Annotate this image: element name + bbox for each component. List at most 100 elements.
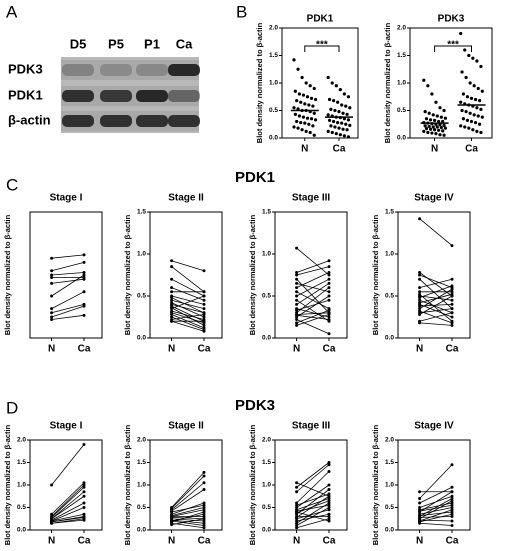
data-point [430, 92, 434, 96]
pair-line [171, 489, 205, 512]
data-point [295, 318, 299, 322]
data-point [82, 260, 86, 264]
data-point [82, 518, 86, 522]
data-point [202, 290, 206, 294]
data-point [418, 286, 422, 290]
data-point [442, 108, 446, 113]
data-point [418, 510, 422, 514]
data-point [327, 294, 331, 298]
pair-line [296, 287, 330, 314]
data-point [460, 70, 464, 74]
pair-line [171, 302, 205, 318]
x-tick-label: Ca [198, 536, 211, 546]
data-point [418, 290, 422, 294]
data-point [50, 276, 54, 280]
data-point [327, 298, 331, 302]
data-point [327, 259, 331, 263]
pair-line [419, 509, 453, 522]
data-point [202, 510, 206, 514]
data-point [342, 92, 346, 96]
data-point [82, 273, 86, 277]
data-point [327, 492, 331, 496]
pair-line [419, 516, 453, 518]
data-point [342, 117, 346, 121]
data-point [465, 118, 470, 122]
data-point [295, 481, 299, 485]
y-tick-label: 1.5 [385, 459, 394, 466]
pair-line [419, 522, 453, 526]
pair-line [296, 266, 330, 276]
y-tick-label: 1.5 [269, 52, 278, 59]
x-tick-label: N [48, 536, 55, 546]
data-point [464, 110, 468, 114]
x-tick-label: N [416, 344, 423, 355]
data-point [327, 273, 331, 277]
data-point [450, 490, 454, 494]
pair-line [296, 471, 330, 504]
pair-line [51, 484, 85, 517]
y-tick-label: 0.5 [262, 504, 271, 511]
data-point [430, 131, 434, 135]
data-point [428, 127, 433, 131]
panel-label: C [6, 175, 18, 194]
pair-line [171, 314, 205, 320]
data-point [202, 319, 206, 323]
data-point [50, 483, 54, 487]
y-tick-label: 1.0 [269, 80, 278, 87]
data-point [450, 315, 454, 319]
data-point [471, 56, 475, 60]
data-point [345, 112, 349, 116]
data-point [82, 443, 86, 446]
data-point [295, 485, 299, 489]
data-point [332, 119, 336, 124]
data-point [442, 133, 446, 137]
pair-line [419, 500, 453, 520]
data-point [469, 119, 474, 124]
pair-line [171, 260, 205, 272]
data-point [202, 517, 206, 521]
y-tick-label: 1.5 [385, 209, 394, 216]
data-point [295, 524, 299, 527]
data-point [418, 501, 422, 505]
data-point [334, 84, 338, 88]
pair-line [419, 278, 453, 288]
data-point [337, 110, 341, 114]
y-tick-label: 0.5 [17, 504, 26, 511]
data-point [327, 508, 331, 512]
x-tick-label: Ca [323, 344, 336, 355]
data-point [418, 298, 422, 302]
y-tick-label: 0.0 [262, 527, 271, 534]
row-label: PDK1 [8, 87, 43, 102]
data-point [459, 100, 463, 104]
data-point [304, 81, 308, 85]
data-point [475, 129, 479, 133]
data-point [301, 115, 306, 119]
data-point [327, 286, 331, 290]
pair-line [171, 295, 205, 305]
blot-strip [61, 60, 199, 80]
data-point [434, 132, 438, 136]
data-point [50, 294, 54, 298]
y-axis-label: Blot density normalized to β-actin [248, 214, 257, 335]
pair-line [51, 291, 85, 309]
pair-line [51, 305, 85, 318]
data-point [450, 277, 454, 281]
data-point [312, 111, 316, 115]
data-point [423, 110, 427, 114]
y-tick-label: 0.5 [269, 107, 278, 114]
pair-line [171, 316, 205, 330]
data-point [295, 273, 299, 277]
pair-line [296, 309, 330, 324]
data-point [418, 277, 422, 281]
data-point [461, 92, 465, 96]
pair-line [171, 475, 205, 509]
y-tick-label: 0.5 [137, 504, 146, 511]
data-point [202, 323, 206, 327]
data-point [427, 124, 431, 129]
data-point [435, 125, 439, 129]
data-point [424, 117, 429, 121]
pair-line [296, 299, 330, 322]
data-point [346, 95, 351, 99]
blot-band [136, 64, 168, 76]
panel-label: D [6, 398, 18, 417]
